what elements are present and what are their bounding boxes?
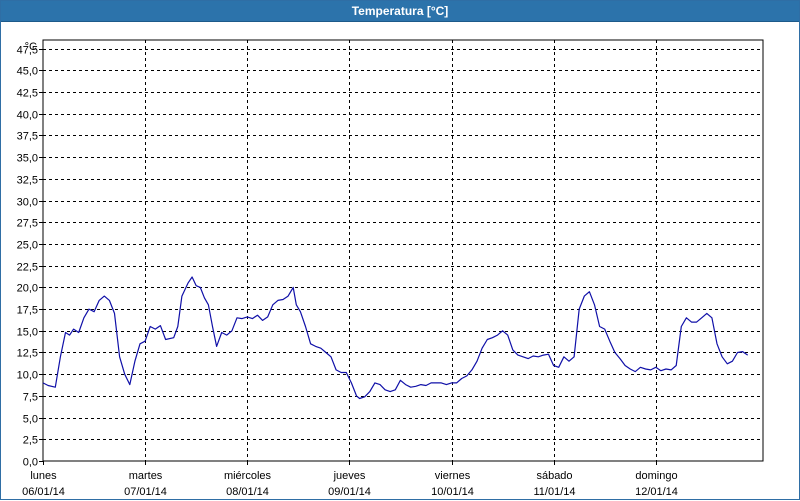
x-tick-day-label: lunes <box>30 470 57 482</box>
y-axis-label: °C <box>25 41 37 53</box>
x-tick-date-label: 11/01/14 <box>533 486 575 498</box>
y-tick-label: 40,0 <box>17 110 38 122</box>
x-tick-day-label: jueves <box>333 470 366 482</box>
y-tick-label: 12,5 <box>17 348 38 360</box>
y-tick-label: 25,0 <box>17 240 38 252</box>
x-tick-day-label: viernes <box>435 470 471 482</box>
y-tick-label: 15,0 <box>17 327 38 339</box>
y-tick-label: 10,0 <box>17 370 38 382</box>
y-tick-label: 7,5 <box>23 392 38 404</box>
y-tick-label: 27,5 <box>17 218 38 230</box>
y-tick-label: 20,0 <box>17 283 38 295</box>
y-tick-label: 5,0 <box>23 414 38 426</box>
window-title: Temperatura [°C] <box>1 1 799 22</box>
plot-area <box>42 39 764 462</box>
y-tick-label: 32,5 <box>17 175 38 187</box>
x-tick-date-label: 07/01/14 <box>124 486 167 498</box>
x-tick-day-label: domingo <box>635 470 677 482</box>
x-tick-day-label: sábado <box>536 470 572 482</box>
y-tick-label: 42,5 <box>17 88 38 100</box>
x-tick-date-label: 08/01/14 <box>226 486 269 498</box>
x-tick-date-label: 09/01/14 <box>328 486 371 498</box>
x-tick-day-label: miércoles <box>224 470 272 482</box>
y-tick-label: 0,0 <box>23 457 38 469</box>
y-tick-label: 35,0 <box>17 153 38 165</box>
series-line-temperatura <box>42 276 749 400</box>
y-tick-label: 2,5 <box>23 435 38 447</box>
y-tick-label: 45,0 <box>17 66 38 78</box>
y-tick-label: 37,5 <box>17 131 38 143</box>
x-tick-date-label: 10/01/14 <box>431 486 474 498</box>
y-tick-label: 22,5 <box>17 262 38 274</box>
x-tick-date-label: 06/01/14 <box>22 486 65 498</box>
x-tick-day-label: martes <box>129 470 163 482</box>
x-tick-date-label: 12/01/14 <box>635 486 678 498</box>
y-tick-label: 30,0 <box>17 197 38 209</box>
y-tick-label: 47,5 <box>17 45 38 57</box>
y-tick-label: 17,5 <box>17 305 38 317</box>
